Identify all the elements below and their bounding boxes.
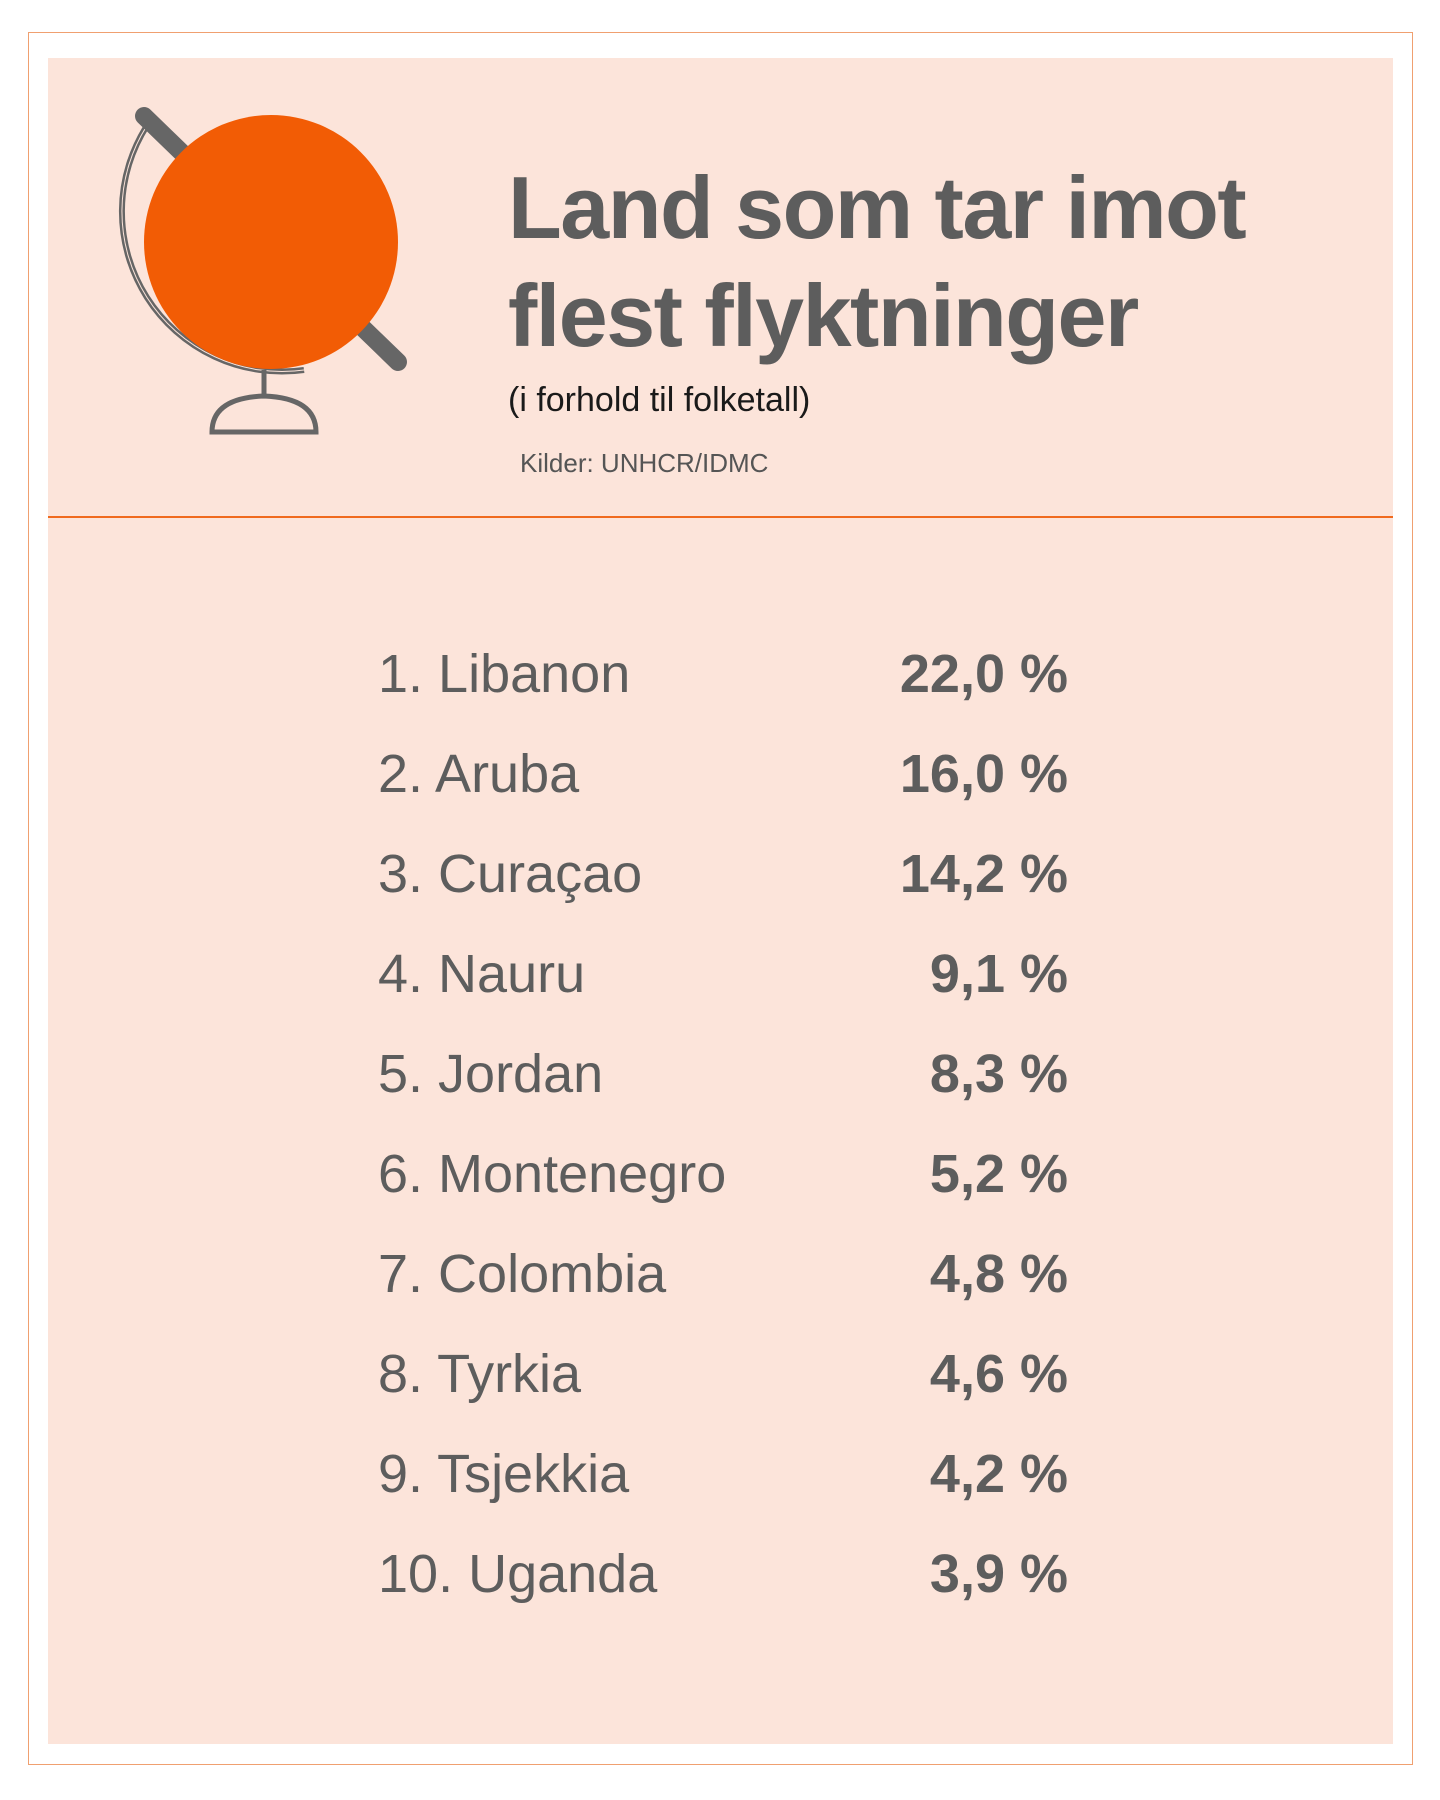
- ranking-row: 3. Curaçao 14,2 %: [378, 824, 1068, 924]
- ranking-row: 7. Colombia 4,8 %: [378, 1224, 1068, 1324]
- country-label: 4. Nauru: [378, 944, 586, 1004]
- ranking-row: 2. Aruba 16,0 %: [378, 724, 1068, 824]
- value-label: 3,9 %: [929, 1544, 1068, 1604]
- ranking-row: 5. Jordan 8,3 %: [378, 1024, 1068, 1124]
- country-label: 1. Libanon: [378, 644, 631, 704]
- value-label: 14,2 %: [899, 844, 1068, 904]
- value-label: 8,3 %: [929, 1044, 1068, 1104]
- value-label: 22,0 %: [899, 644, 1068, 704]
- country-label: 7. Colombia: [378, 1244, 667, 1304]
- country-label: 5. Jordan: [378, 1044, 604, 1104]
- value-label: 4,6 %: [929, 1344, 1068, 1404]
- country-label: 8. Tyrkia: [378, 1344, 582, 1404]
- globe-icon: [118, 107, 407, 435]
- ranking-row: 8. Tyrkia 4,6 %: [378, 1324, 1068, 1424]
- title-line-1: Land som tar imot: [508, 158, 1247, 257]
- ranking-row: 4. Nauru 9,1 %: [378, 924, 1068, 1024]
- ranking-row: 1. Libanon 22,0 %: [378, 624, 1068, 724]
- outer-frame: [28, 32, 1413, 1765]
- ranking-list: 1. Libanon 22,0 % 2. Aruba 16,0 % 3. Curaçao…: [378, 624, 1068, 1624]
- subtitle: (i forhold til folketall): [508, 381, 811, 419]
- value-label: 4,8 %: [929, 1244, 1068, 1304]
- divider: [48, 516, 1393, 518]
- ranking-row: 10. Uganda 3,9 %: [378, 1524, 1068, 1624]
- ranking-row: 9. Tsjekkia 4,2 %: [378, 1424, 1068, 1524]
- ranking-row: 6. Montenegro 5,2 %: [378, 1124, 1068, 1224]
- source-note: Kilder: UNHCR/IDMC: [520, 448, 769, 478]
- country-label: 3. Curaçao: [378, 844, 643, 904]
- value-label: 16,0 %: [899, 744, 1068, 804]
- value-label: 4,2 %: [929, 1444, 1068, 1504]
- country-label: 2. Aruba: [378, 744, 580, 804]
- value-label: 9,1 %: [929, 944, 1068, 1004]
- page-title: Land som tar imot flest flyktninger: [508, 154, 1308, 370]
- country-label: 6. Montenegro: [378, 1144, 727, 1204]
- value-label: 5,2 %: [929, 1144, 1068, 1204]
- country-label: 10. Uganda: [378, 1544, 658, 1604]
- country-label: 9. Tsjekkia: [378, 1444, 630, 1504]
- title-line-2: flest flyktninger: [508, 266, 1139, 365]
